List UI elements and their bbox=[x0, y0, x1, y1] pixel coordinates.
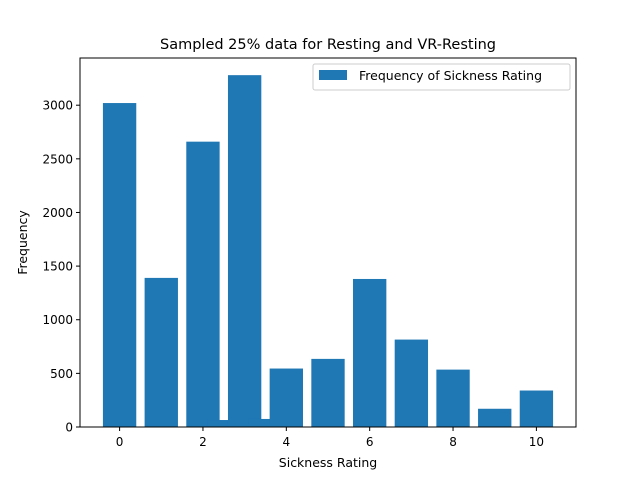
bars-group bbox=[102, 75, 554, 428]
y-tick-label: 2000 bbox=[42, 206, 73, 220]
bar bbox=[144, 277, 178, 427]
x-tick-label: 10 bbox=[529, 435, 544, 449]
y-tick-label: 1000 bbox=[42, 313, 73, 327]
bar bbox=[207, 420, 241, 427]
bar bbox=[353, 278, 387, 427]
x-tick-label: 8 bbox=[449, 435, 457, 449]
legend-box bbox=[312, 63, 571, 91]
bar bbox=[248, 418, 283, 427]
bar bbox=[227, 75, 262, 428]
chart-title: Sampled 25% data for Resting and VR-Rest… bbox=[160, 37, 496, 53]
legend-label: Frequency of Sickness Rating bbox=[359, 68, 542, 83]
legend: Frequency of Sickness Rating bbox=[312, 63, 571, 91]
bar bbox=[102, 103, 137, 428]
y-tick-label: 0 bbox=[65, 421, 73, 435]
bar bbox=[186, 141, 220, 427]
bar bbox=[478, 408, 512, 427]
ticks-group: 0 2 4 6 8 10 0 500 1000 1500 2000 2500 3000 bbox=[42, 99, 544, 449]
y-tick-label: 2500 bbox=[42, 152, 73, 166]
x-tick-label: 4 bbox=[282, 435, 290, 449]
x-axis-label: Sickness Rating bbox=[279, 455, 377, 470]
x-tick-label: 0 bbox=[116, 435, 124, 449]
bar bbox=[311, 358, 345, 427]
y-tick-label: 1500 bbox=[42, 260, 73, 274]
plot-frame bbox=[79, 57, 577, 428]
bar bbox=[436, 369, 470, 427]
y-tick-label: 500 bbox=[50, 367, 73, 381]
bar bbox=[519, 390, 554, 427]
bar bbox=[394, 339, 429, 427]
bar bbox=[269, 368, 303, 427]
x-tick-label: 6 bbox=[366, 435, 374, 449]
legend-swatch bbox=[319, 70, 347, 80]
y-tick-label: 3000 bbox=[42, 99, 73, 113]
x-tick-label: 2 bbox=[199, 435, 207, 449]
y-axis-label: Frequency bbox=[15, 210, 30, 275]
